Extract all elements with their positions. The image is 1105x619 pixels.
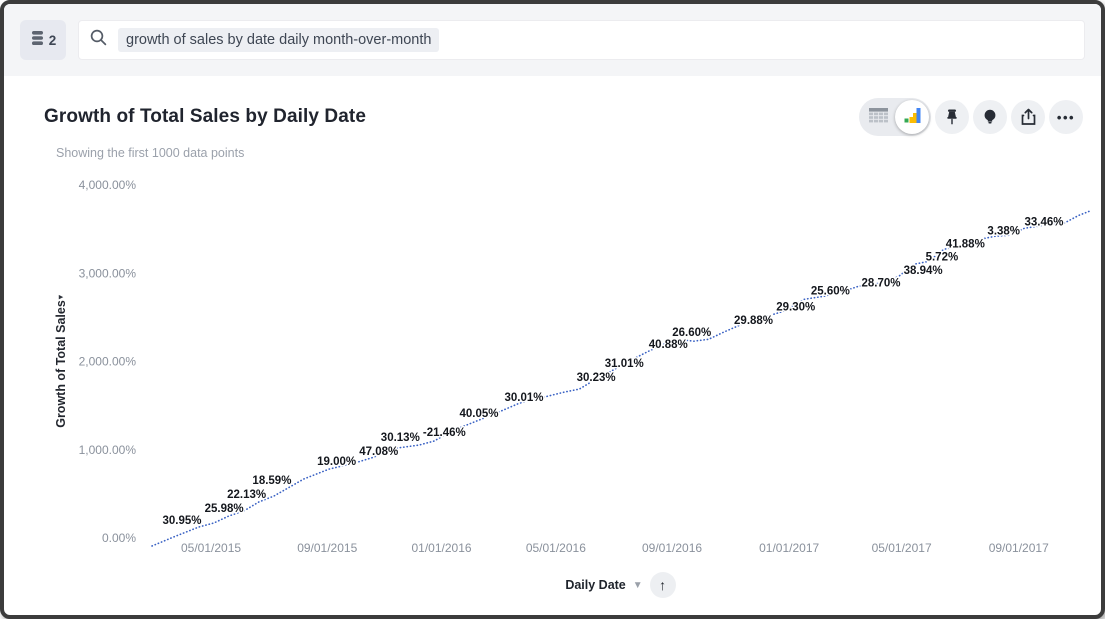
data-point-label: 25.60% <box>811 285 850 297</box>
x-tick-label: 09/01/2016 <box>642 541 702 555</box>
data-point-label: 29.88% <box>734 315 773 327</box>
data-source-selector[interactable]: 2 <box>20 20 66 60</box>
data-point-label: 31.01% <box>605 358 644 370</box>
x-tick-label: 09/01/2015 <box>297 541 357 555</box>
pin-icon <box>944 109 960 125</box>
y-tick-label: 3,000.00% <box>79 266 137 280</box>
chart-canvas[interactable]: 4,000.00% 3,000.00% 2,000.00% 1,000.00% 0.00… <box>4 169 1105 609</box>
chart-view-button[interactable] <box>895 100 929 134</box>
x-tick-label: 01/01/2016 <box>412 541 472 555</box>
more-button[interactable]: ••• <box>1049 100 1083 134</box>
chart-area: 4,000.00% 3,000.00% 2,000.00% 1,000.00% 0.00… <box>4 169 1101 609</box>
chart-subtitle: Showing the first 1000 data points <box>56 146 245 160</box>
data-point-label: 30.13% <box>381 432 420 444</box>
view-toggle <box>859 98 931 136</box>
share-button[interactable] <box>1011 100 1045 134</box>
data-point-label: 29.30% <box>776 301 815 313</box>
answer-actions: ••• <box>859 98 1083 136</box>
data-point-label: 25.98% <box>205 503 244 515</box>
database-icon <box>30 30 45 51</box>
data-point-label: 30.95% <box>162 515 201 527</box>
data-point-label: 5.72% <box>926 251 959 263</box>
y-tick-label: 2,000.00% <box>79 355 137 369</box>
y-tick-label: 4,000.00% <box>79 178 137 192</box>
x-tick-label: 01/01/2017 <box>759 541 819 555</box>
data-point-label: 19.00% <box>317 456 356 468</box>
pin-button[interactable] <box>935 100 969 134</box>
data-point-label: 41.88% <box>946 238 985 250</box>
x-tick-label: 05/01/2015 <box>181 541 241 555</box>
data-point-label: 33.46% <box>1025 216 1064 228</box>
x-tick-label: 05/01/2016 <box>526 541 586 555</box>
data-point-label: 22.13% <box>227 489 266 501</box>
chart-icon <box>904 107 921 127</box>
chevron-down-icon[interactable]: ▼ <box>632 579 643 591</box>
data-point-label: 47.08% <box>359 446 398 458</box>
sort-ascending-button[interactable]: ↑ <box>649 572 676 598</box>
search-input[interactable]: growth of sales by date daily month-over… <box>78 20 1085 60</box>
table-view-button[interactable] <box>861 100 895 134</box>
y-axis-title[interactable]: Growth of Total Sales <box>54 300 68 428</box>
data-point-label: 40.88% <box>649 339 688 351</box>
data-point-label: 28.70% <box>861 277 900 289</box>
search-icon <box>89 28 108 52</box>
answer-header: Growth of Total Sales by Daily Date <box>4 76 1101 138</box>
x-axis-control: Daily Date ▼ ↑ <box>152 572 1089 598</box>
x-tick-label: 09/01/2017 <box>989 541 1049 555</box>
data-point-label: 30.23% <box>577 372 616 384</box>
table-icon <box>868 108 888 126</box>
data-point-label: 40.05% <box>460 408 499 420</box>
insights-button[interactable] <box>973 100 1007 134</box>
arrow-up-icon: ↑ <box>659 577 667 593</box>
series-line[interactable] <box>151 210 1090 547</box>
x-axis-title[interactable]: Daily Date <box>565 578 626 592</box>
ellipsis-icon: ••• <box>1056 109 1076 125</box>
share-upload-icon <box>1020 108 1037 126</box>
search-query-token[interactable]: growth of sales by date daily month-over… <box>118 28 440 52</box>
data-point-label: 3.38% <box>987 225 1020 237</box>
data-source-count: 2 <box>48 32 57 48</box>
y-axis-sort-icon: ▸ <box>58 291 64 302</box>
x-tick-label: 05/01/2017 <box>872 541 932 555</box>
data-point-label: -21.46% <box>423 427 466 439</box>
y-tick-label: 1,000.00% <box>79 443 137 457</box>
y-tick-label: 0.00% <box>102 531 136 545</box>
lightbulb-icon <box>982 109 998 126</box>
page-title: Growth of Total Sales by Daily Date <box>44 106 366 127</box>
top-bar: 2 growth of sales by date daily month-ov… <box>4 4 1101 76</box>
data-point-label: 18.59% <box>252 475 291 487</box>
data-point-label: 26.60% <box>672 327 711 339</box>
data-point-label: 30.01% <box>504 392 543 404</box>
data-point-label: 38.94% <box>904 265 943 277</box>
